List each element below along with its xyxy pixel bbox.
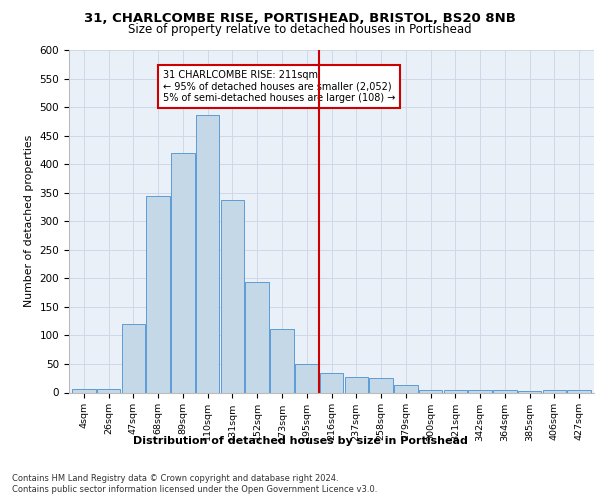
Text: 31 CHARLCOMBE RISE: 211sqm
← 95% of detached houses are smaller (2,052)
5% of se: 31 CHARLCOMBE RISE: 211sqm ← 95% of deta… [163, 70, 395, 103]
Text: Size of property relative to detached houses in Portishead: Size of property relative to detached ho… [128, 24, 472, 36]
Bar [518, 391, 541, 392]
Text: Contains HM Land Registry data © Crown copyright and database right 2024.: Contains HM Land Registry data © Crown c… [12, 474, 338, 483]
Bar [394, 385, 418, 392]
Bar [245, 282, 269, 393]
Bar [72, 389, 95, 392]
Bar [196, 114, 220, 392]
Bar [344, 377, 368, 392]
Bar [221, 200, 244, 392]
Bar [146, 196, 170, 392]
Bar [320, 373, 343, 392]
Y-axis label: Number of detached properties: Number of detached properties [24, 135, 34, 308]
Bar [122, 324, 145, 392]
Bar [493, 390, 517, 392]
Bar [97, 388, 121, 392]
Bar [469, 390, 492, 392]
Text: Contains public sector information licensed under the Open Government Licence v3: Contains public sector information licen… [12, 485, 377, 494]
Bar [568, 390, 591, 392]
Bar [369, 378, 393, 392]
Bar [295, 364, 319, 392]
Bar [419, 390, 442, 392]
Text: Distribution of detached houses by size in Portishead: Distribution of detached houses by size … [133, 436, 467, 446]
Bar [171, 153, 194, 392]
Bar [542, 390, 566, 392]
Bar [270, 328, 294, 392]
Text: 31, CHARLCOMBE RISE, PORTISHEAD, BRISTOL, BS20 8NB: 31, CHARLCOMBE RISE, PORTISHEAD, BRISTOL… [84, 12, 516, 24]
Bar [443, 390, 467, 392]
